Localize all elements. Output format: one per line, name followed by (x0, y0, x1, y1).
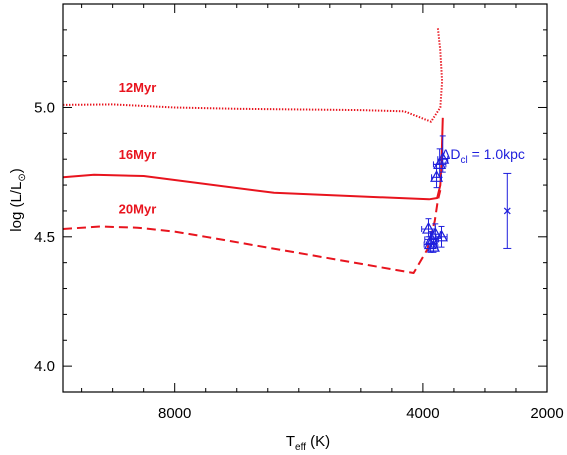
star-point (434, 225, 449, 248)
y-tick-label: 5.0 (34, 99, 55, 116)
track-line-12myr (62, 27, 444, 123)
evolutionary-tracks (62, 27, 444, 274)
track-label-12myr: 12Myr (119, 80, 157, 95)
star-point (426, 238, 440, 253)
track-labels: 12Myr 16Myr 20Myr (119, 80, 157, 217)
track-line-20myr (62, 189, 442, 274)
star-triangle-marker (426, 239, 440, 252)
star-triangle-marker (421, 221, 435, 234)
x-tick-label: 2000 (530, 405, 563, 422)
star-point (432, 148, 447, 178)
distance-cross-marker (503, 207, 511, 215)
axes (62, 3, 548, 393)
distance-error-label: ΔDcl = 1.0kpc (441, 146, 525, 166)
x-tick-label: 4000 (406, 405, 439, 422)
track-label-16myr: 16Myr (119, 147, 157, 162)
star-triangle-marker (434, 229, 449, 242)
y-tick-label: 4.0 (34, 358, 55, 375)
tick-marks (63, 3, 548, 392)
y-tick-label: 4.5 (34, 229, 55, 246)
plot-frame (62, 3, 548, 393)
star-triangle-marker (433, 157, 447, 169)
star-markers (421, 135, 450, 253)
tick-labels: 8000 4000 2000 4.0 4.5 5.0 (34, 99, 564, 422)
x-axis-title: Teff (K) (286, 433, 330, 453)
y-axis-title: log (L/L⊙) (8, 168, 28, 231)
track-label-20myr: 20Myr (119, 202, 157, 217)
star-triangle-marker (428, 226, 442, 239)
star-point (430, 163, 444, 189)
distance-error-bar (503, 172, 512, 249)
star-triangle-marker (430, 170, 444, 182)
x-tick-label: 8000 (158, 405, 191, 422)
track-line-16myr (62, 117, 444, 201)
